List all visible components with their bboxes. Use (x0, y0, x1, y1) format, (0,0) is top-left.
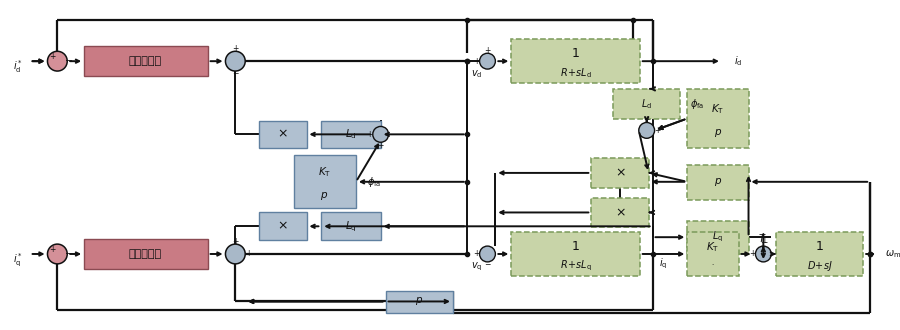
Text: +: + (50, 245, 56, 253)
Text: +: + (50, 52, 56, 61)
Text: $i^*_{\rm q}$: $i^*_{\rm q}$ (13, 251, 22, 269)
Circle shape (225, 244, 245, 264)
Text: +: + (644, 115, 650, 124)
Text: $L_{\rm q}$: $L_{\rm q}$ (712, 230, 724, 245)
Text: $p$: $p$ (320, 190, 328, 202)
Text: $T_{\rm L}$: $T_{\rm L}$ (758, 232, 770, 246)
Text: +: + (484, 46, 491, 55)
Text: $p$: $p$ (415, 295, 423, 308)
Text: 1: 1 (572, 240, 580, 252)
Text: +: + (750, 249, 756, 258)
Text: $L_{\rm d}$: $L_{\rm d}$ (641, 97, 652, 111)
Text: $D\!+\!sJ$: $D\!+\!sJ$ (806, 259, 832, 273)
Text: 電流制御器: 電流制御器 (129, 249, 162, 259)
Text: $\times$: $\times$ (615, 206, 626, 219)
Text: $L_{\rm d}$: $L_{\rm d}$ (346, 127, 357, 141)
Text: +: + (245, 249, 251, 258)
Text: 1: 1 (572, 47, 580, 60)
Text: $R\!+\!sL_{\rm q}$: $R\!+\!sL_{\rm q}$ (560, 259, 591, 273)
Bar (293, 155, 356, 208)
Text: $\omega_{\rm m}$: $\omega_{\rm m}$ (885, 248, 900, 260)
Circle shape (480, 246, 495, 262)
Text: $\phi_{\rm fa}$: $\phi_{\rm fa}$ (367, 175, 382, 189)
Text: +: + (377, 141, 384, 150)
Bar (511, 39, 640, 83)
Text: $v_{\rm q}$: $v_{\rm q}$ (471, 261, 482, 273)
Text: −: − (65, 249, 73, 259)
Text: +: + (473, 249, 480, 258)
Text: $p$: $p$ (714, 176, 722, 188)
Bar (688, 89, 749, 148)
Bar (84, 46, 208, 76)
Bar (259, 120, 307, 148)
Bar (84, 239, 208, 269)
Bar (511, 232, 640, 276)
Bar (321, 120, 381, 148)
Bar (591, 158, 649, 188)
Text: $\phi_{\rm fa}$: $\phi_{\rm fa}$ (690, 97, 705, 111)
Circle shape (480, 53, 495, 69)
Circle shape (755, 246, 771, 262)
Text: $\times$: $\times$ (277, 128, 288, 141)
Circle shape (639, 122, 654, 138)
Circle shape (48, 51, 68, 71)
Text: $\times$: $\times$ (615, 166, 626, 180)
Text: +: + (654, 126, 661, 135)
Text: $i^*_{\rm d}$: $i^*_{\rm d}$ (13, 58, 22, 75)
Text: −: − (760, 239, 767, 248)
Bar (688, 221, 749, 254)
Text: −: − (232, 70, 239, 79)
Text: $v_{\rm d}$: $v_{\rm d}$ (471, 68, 482, 80)
Bar (688, 232, 739, 276)
Text: 1: 1 (815, 240, 824, 252)
Text: 電流制御器: 電流制御器 (129, 56, 162, 66)
Circle shape (48, 244, 68, 264)
Text: $p$: $p$ (714, 127, 722, 139)
Text: $i_{\rm q}$: $i_{\rm q}$ (660, 257, 668, 271)
Text: $K_{\rm T}$: $K_{\rm T}$ (318, 165, 331, 179)
Text: +: + (232, 44, 239, 53)
Bar (385, 291, 453, 313)
Bar (613, 89, 680, 118)
Text: +: + (366, 130, 373, 139)
Bar (321, 213, 381, 240)
Text: −: − (484, 260, 491, 269)
Text: $\times$: $\times$ (277, 220, 288, 233)
Text: $R\!+\!sL_{\rm d}$: $R\!+\!sL_{\rm d}$ (560, 66, 591, 80)
Bar (259, 213, 307, 240)
Text: $i_{\rm d}$: $i_{\rm d}$ (734, 54, 742, 68)
Circle shape (225, 51, 245, 71)
Text: $.$: $.$ (711, 261, 715, 267)
Bar (688, 165, 749, 200)
Text: +: + (232, 237, 239, 246)
Text: +: + (473, 57, 480, 66)
Text: −: − (65, 56, 73, 66)
Bar (591, 198, 649, 227)
Text: $L_{\rm q}$: $L_{\rm q}$ (346, 219, 357, 234)
Text: $K_{\rm T}$: $K_{\rm T}$ (711, 102, 724, 116)
Text: $K_{\rm T}$: $K_{\rm T}$ (706, 240, 719, 254)
Circle shape (373, 126, 389, 142)
Bar (776, 232, 863, 276)
